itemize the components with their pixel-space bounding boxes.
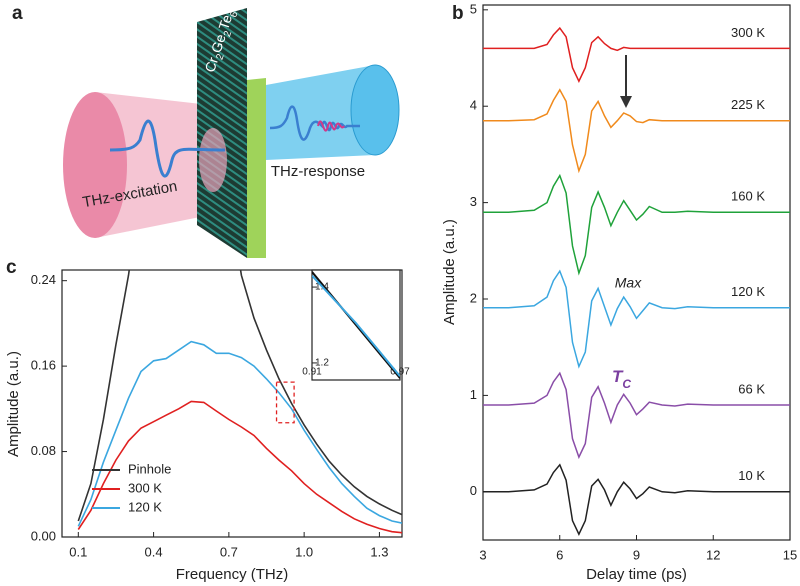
x-tick-label: 6 xyxy=(556,547,563,562)
y-axis-title: Amplitude (a.u.) xyxy=(5,351,22,457)
series-line xyxy=(77,340,402,527)
y-tick-label: 4 xyxy=(470,98,477,113)
y-axis-title: Amplitude (a.u.) xyxy=(441,219,458,325)
x-tick-label: 0.7 xyxy=(220,544,238,559)
series-line xyxy=(483,269,790,369)
response-cone xyxy=(266,65,375,160)
y-tick-label: 0 xyxy=(470,483,477,498)
panel-label: b xyxy=(452,3,464,24)
series-line xyxy=(483,173,790,276)
series-line xyxy=(483,371,790,460)
x-tick-label: 0.1 xyxy=(69,544,87,559)
zoom-box xyxy=(275,381,295,424)
excitation-cone xyxy=(95,92,210,238)
y-tick-label: 0.00 xyxy=(31,528,56,543)
y-tick-label: 5 xyxy=(470,1,477,16)
series-line xyxy=(77,400,402,534)
slab-side xyxy=(247,78,266,258)
panel-label: c xyxy=(6,257,17,278)
sample-slab xyxy=(197,8,247,258)
pulse-out-ringing xyxy=(317,120,345,132)
series-line xyxy=(77,270,402,522)
plot-frame xyxy=(61,269,403,538)
tc-text: T xyxy=(612,367,624,386)
legend-label: Pinhole xyxy=(128,461,171,476)
series-line xyxy=(483,463,790,536)
tc-label: TC xyxy=(612,367,631,391)
spot xyxy=(199,128,227,192)
subscript: 2 xyxy=(215,52,227,61)
plot-frame xyxy=(482,4,791,541)
arrow-head xyxy=(620,96,632,108)
x-tick-label: 12 xyxy=(706,547,720,562)
x-axis-title: Frequency (THz) xyxy=(176,566,289,583)
x-tick-label: 3 xyxy=(479,547,486,562)
y-tick-label: 3 xyxy=(470,194,477,209)
x-axis-title: Delay time (ps) xyxy=(586,566,687,583)
subscript: 6 xyxy=(228,10,240,19)
element: Te xyxy=(215,12,235,31)
y-tick-label: 1 xyxy=(470,387,477,402)
x-tick-label: 1.3 xyxy=(370,544,388,559)
panel-label: a xyxy=(12,3,23,24)
series-label: 225 K xyxy=(731,97,765,112)
tc-subscript: C xyxy=(622,377,631,391)
pulse-in xyxy=(109,119,226,178)
y-tick-label: 0.24 xyxy=(31,272,56,287)
x-tick-label: 9 xyxy=(633,547,640,562)
y-tick-label: 0.16 xyxy=(31,358,56,373)
x-tick-label: 0.4 xyxy=(145,544,163,559)
material-label: Cr2Ge2Te6 xyxy=(201,7,241,76)
response-end xyxy=(350,64,400,156)
series-line xyxy=(312,275,400,377)
plot-frame xyxy=(311,269,401,381)
response-label: THz-response xyxy=(271,163,365,180)
series-label: 66 K xyxy=(738,381,765,396)
series-line xyxy=(312,271,400,379)
element: Ge xyxy=(207,32,228,55)
series-label: 10 K xyxy=(738,468,765,483)
x-tick-label: 0.91 xyxy=(302,367,322,378)
y-tick-label: 2 xyxy=(470,290,477,305)
pulse-out xyxy=(269,105,360,141)
series-label: 120 K xyxy=(731,284,765,299)
legend-label: 300 K xyxy=(128,480,162,495)
series-label: 160 K xyxy=(731,189,765,204)
diagram: a Cr2Ge2Te6 THz-excitation THz-response xyxy=(12,3,400,258)
annotation: Max xyxy=(615,275,642,291)
x-tick-label: 0.97 xyxy=(390,367,410,378)
x-tick-label: 1.0 xyxy=(295,544,313,559)
y-tick-label: 0.08 xyxy=(31,443,56,458)
series-label: 300 K xyxy=(731,25,765,40)
series-line xyxy=(483,26,790,83)
x-tick-label: 15 xyxy=(783,547,797,562)
excitation-end xyxy=(63,92,127,238)
y-tick-label: 1.2 xyxy=(315,358,329,369)
element: Cr xyxy=(201,55,221,74)
legend-label: 120 K xyxy=(128,499,162,514)
subscript: 2 xyxy=(222,29,234,38)
series-line xyxy=(483,88,790,174)
